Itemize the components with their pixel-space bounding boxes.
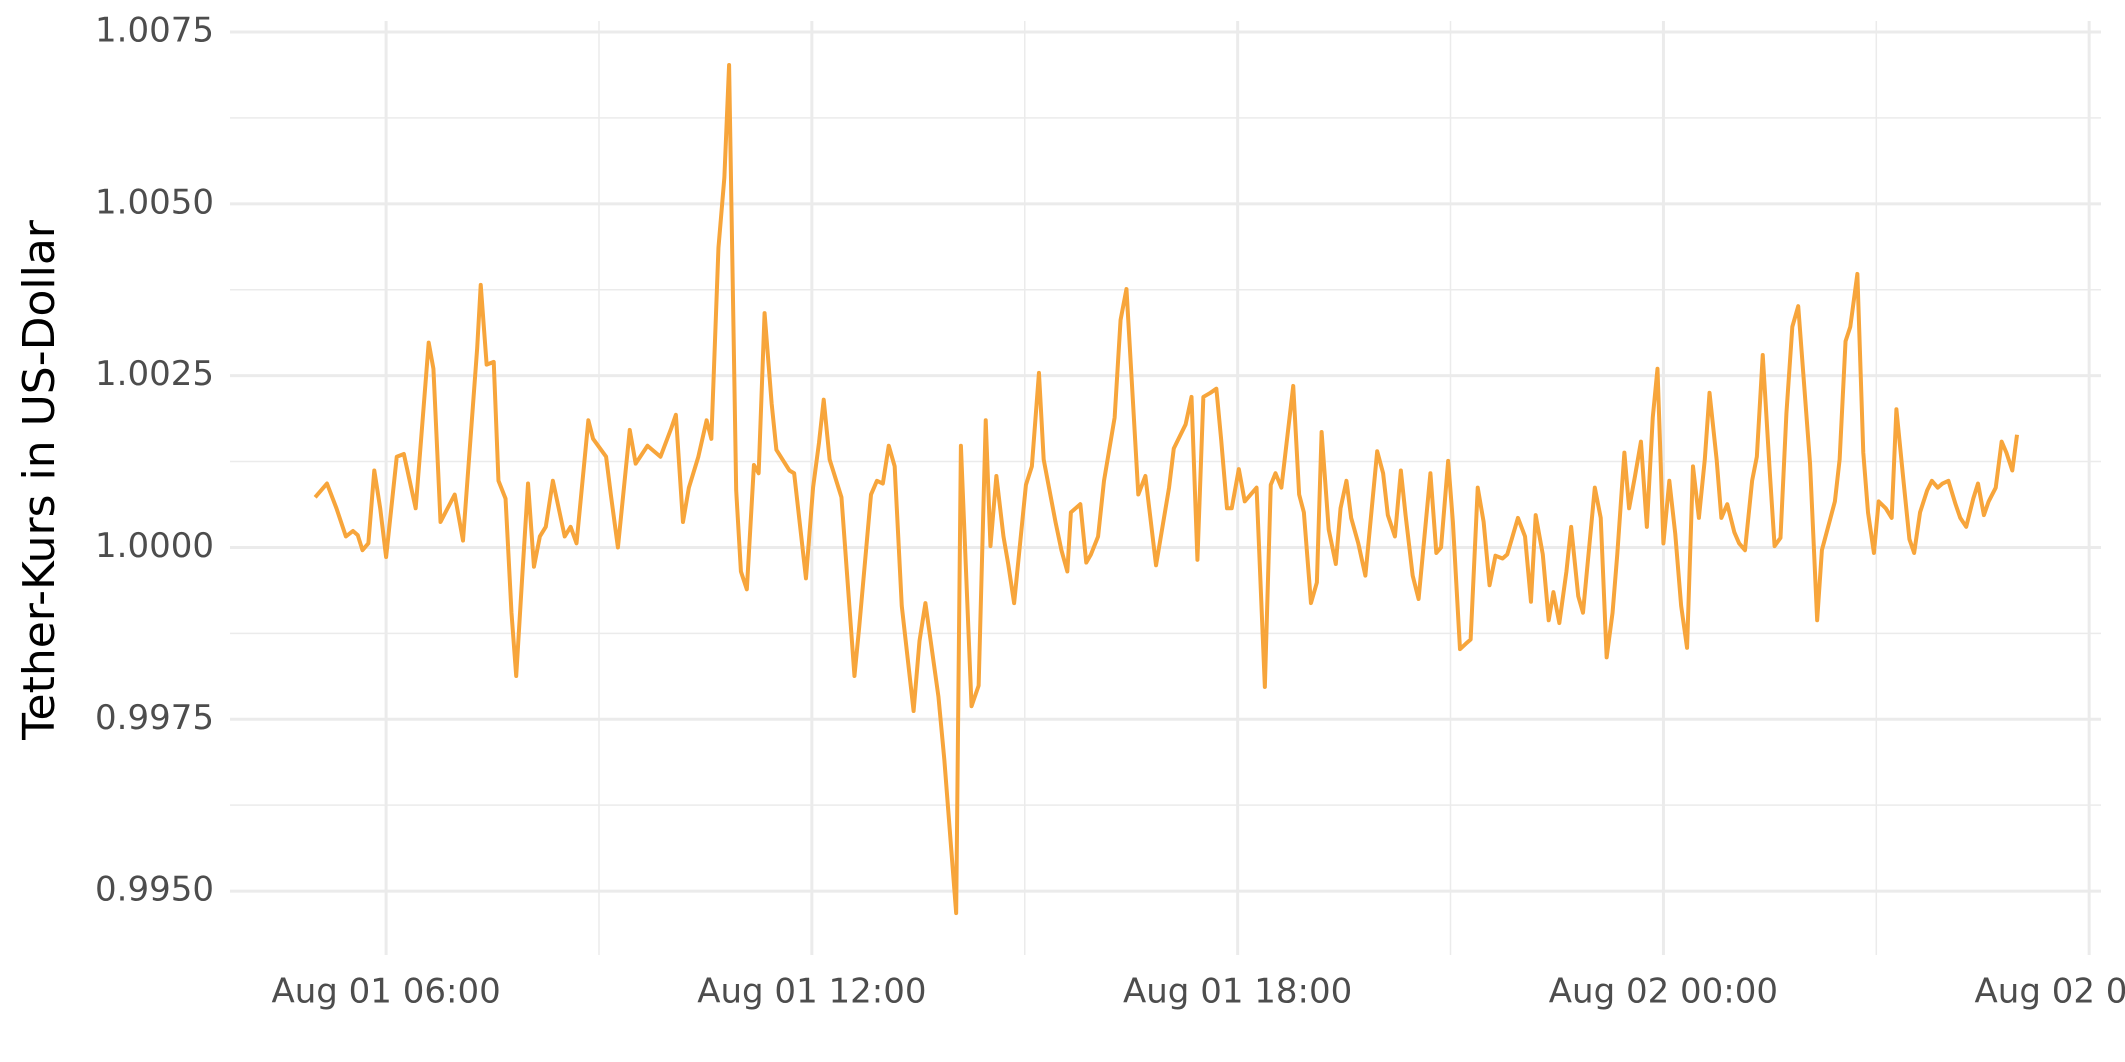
x-tick-label: Aug 02 06:00	[1975, 972, 2125, 1012]
price-line	[313, 62, 2020, 916]
x-tick-label: Aug 01 06:00	[271, 972, 500, 1012]
y-tick-label: 1.0025	[95, 354, 214, 394]
y-axis-title: Tether-Kurs in US-Dollar	[14, 219, 65, 741]
x-tick-label: Aug 01 12:00	[697, 972, 926, 1012]
y-tick-label: 1.0000	[95, 526, 214, 566]
y-tick-label: 1.0075	[95, 10, 214, 50]
y-tick-label: 0.9975	[95, 698, 214, 738]
y-tick-label: 1.0050	[95, 182, 214, 222]
y-tick-label: 0.9950	[95, 870, 214, 910]
x-tick-label: Aug 01 18:00	[1123, 972, 1352, 1012]
x-tick-label: Aug 02 00:00	[1549, 972, 1778, 1012]
